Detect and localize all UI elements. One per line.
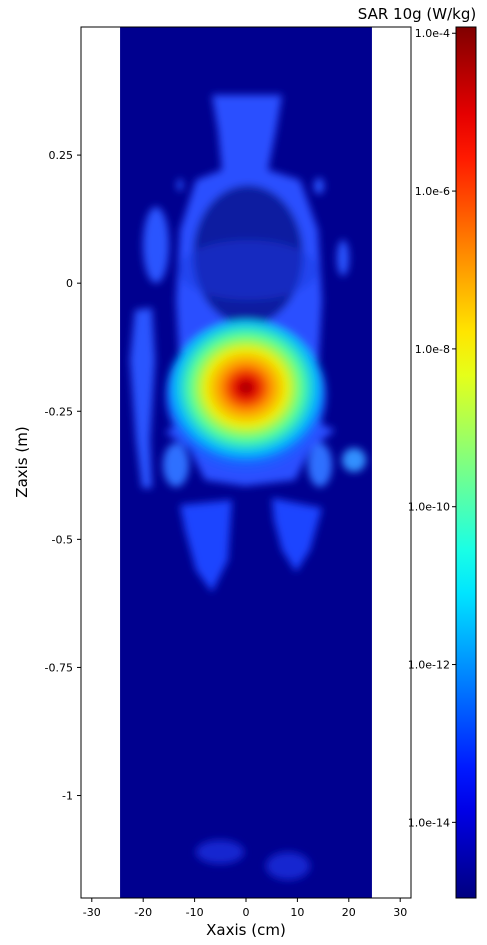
x-tick-label: -20 <box>134 906 152 919</box>
colorbar-tick-label: 1.0e-4 <box>415 27 450 40</box>
colorbar <box>455 26 477 899</box>
x-tick-label: 30 <box>393 906 407 919</box>
x-axis-label: Xaxis (cm) <box>206 921 286 939</box>
y-tick-label: -0.25 <box>45 405 73 418</box>
colorbar-label: SAR 10g (W/kg) <box>358 5 476 23</box>
x-tick-label: 0 <box>243 906 250 919</box>
x-tick-label: -30 <box>83 906 101 919</box>
y-tick-label: -1 <box>62 790 73 803</box>
y-tick-label: -0.75 <box>45 661 73 674</box>
y-tick-label: 0.25 <box>49 149 74 162</box>
y-tick-label: 0 <box>66 277 73 290</box>
colorbar-tick-label: 1.0e-14 <box>408 816 450 829</box>
x-tick-label: 10 <box>290 906 304 919</box>
y-tick-label: -0.5 <box>52 533 73 546</box>
body-sar-map <box>130 95 366 880</box>
colorbar-tick-label: 1.0e-6 <box>415 185 450 198</box>
x-tick-label: 20 <box>342 906 356 919</box>
colorbar-tick-label: 1.0e-10 <box>408 501 450 514</box>
colorbar-tick-label: 1.0e-12 <box>408 659 450 672</box>
y-axis-label: Zaxis (m) <box>13 426 31 497</box>
x-tick-label: -10 <box>186 906 204 919</box>
colorbar-tick-label: 1.0e-8 <box>415 343 450 356</box>
